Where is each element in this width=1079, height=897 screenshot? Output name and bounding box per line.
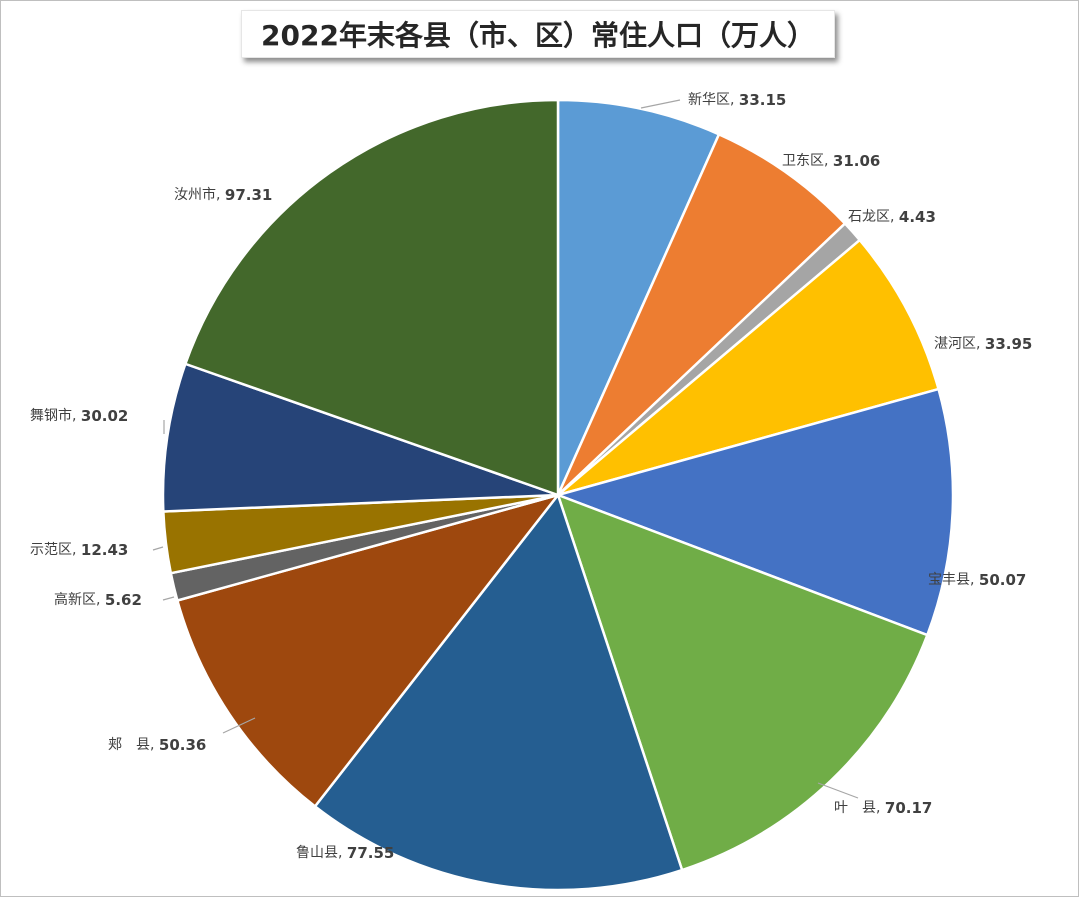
pie-slice-7: [313, 493, 684, 892]
pie-slice-4: [556, 238, 940, 497]
leader-line-1: [640, 99, 681, 109]
data-label-6: 叶 县, 70.17: [834, 799, 932, 817]
pie-slice-2: [556, 133, 847, 497]
chart-title: 2022年末各县（市、区）常住人口（万人）: [261, 19, 815, 52]
data-label-7: 鲁山县, 77.55: [296, 844, 394, 862]
pie-slice-8: [176, 493, 560, 808]
data-label-1: 新华区, 33.15: [688, 91, 786, 109]
data-label-9: 高新区, 5.62: [54, 591, 142, 609]
chart-title-box: 2022年末各县（市、区）常住人口（万人）: [241, 10, 835, 58]
data-label-2: 卫东区, 31.06: [782, 152, 880, 170]
data-label-8: 郏 县, 50.36: [108, 736, 206, 754]
data-label-11: 舞钢市, 30.02: [30, 407, 128, 425]
pie-slices: [161, 98, 955, 892]
pie-slice-11: [161, 362, 560, 513]
data-label-4: 湛河区, 33.95: [934, 335, 1032, 353]
leader-line-8: [222, 717, 256, 734]
pie-slice-12: [184, 98, 560, 497]
data-label-3: 石龙区, 4.43: [848, 208, 936, 226]
data-labels: 新华区, 33.15 卫东区, 31.06 石龙区, 4.43 湛河区, 33.95 宝…: [30, 91, 1032, 862]
pie-slice-6: [556, 493, 929, 872]
pie-slice-1: [556, 98, 721, 497]
leader-line-6: [817, 782, 859, 799]
pie-slice-5: [556, 387, 955, 637]
data-label-10: 示范区, 12.43: [30, 541, 128, 559]
leader-line-10: [152, 546, 164, 551]
data-label-12: 汝州市, 97.31: [174, 186, 272, 204]
leader-line-9: [162, 596, 175, 601]
data-label-5: 宝丰县, 50.07: [928, 571, 1026, 589]
